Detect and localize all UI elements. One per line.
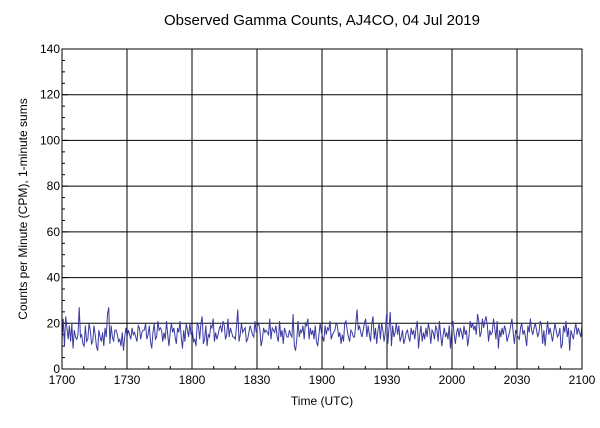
y-tick-label: 100 [40, 133, 60, 147]
y-axis-tick-labels: 0 20 40 60 80 100 120 140 [40, 42, 60, 376]
y-tick-label: 80 [47, 179, 61, 193]
x-axis-label: Time (UTC) [291, 394, 353, 408]
plot-frame [61, 48, 583, 370]
y-axis-label: Counts per Minute (CPM), 1-minute sums [16, 98, 30, 319]
x-tick-label: 1900 [309, 373, 336, 387]
x-tick-label: 1930 [374, 373, 401, 387]
x-tick-label: 2030 [504, 373, 531, 387]
grid [62, 49, 582, 369]
series-line [61, 307, 583, 351]
x-tick-label: 1800 [179, 373, 206, 387]
x-tick-label: 2000 [439, 373, 466, 387]
y-tick-label: 120 [40, 88, 60, 102]
x-tick-label: 2100 [569, 373, 596, 387]
y-tick-label: 40 [47, 271, 61, 285]
x-axis-tick-labels: 1700 1730 1800 1830 1900 1930 2000 2030 2100 [49, 373, 596, 387]
chart-title: Observed Gamma Counts, AJ4CO, 04 Jul 201… [164, 12, 480, 29]
x-tick-label: 1830 [244, 373, 271, 387]
y-tick-label: 0 [53, 362, 60, 376]
x-tick-label: 1730 [114, 373, 141, 387]
x-tick-label: 1700 [49, 373, 76, 387]
y-tick-label: 20 [47, 316, 61, 330]
y-tick-label: 140 [40, 42, 60, 56]
y-tick-label: 60 [47, 225, 61, 239]
